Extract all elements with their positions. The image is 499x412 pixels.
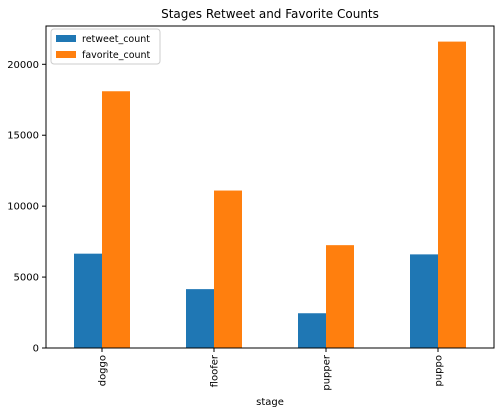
bar-retweet_count-puppo (410, 254, 438, 348)
y-tick-label: 0 (33, 344, 39, 355)
bar-retweet_count-doggo (74, 253, 102, 348)
y-tick-label: 20000 (7, 60, 39, 71)
x-axis-label: stage (256, 397, 284, 408)
chart-title: Stages Retweet and Favorite Counts (161, 7, 379, 21)
y-tick-label: 5000 (14, 273, 39, 284)
y-axis: 0 5000 10000 15000 20000 (7, 60, 46, 355)
bar-group (74, 41, 466, 349)
legend: retweet_count favorite_count (50, 28, 161, 65)
legend-box (50, 28, 161, 65)
bar-favorite_count-pupper (326, 245, 354, 348)
bar-favorite_count-puppo (438, 41, 466, 349)
bar-retweet_count-pupper (298, 313, 326, 348)
y-tick-label: 15000 (7, 131, 39, 142)
x-tick-label: floofer (210, 354, 221, 387)
x-tick-label: pupper (322, 354, 333, 391)
legend-label-favorite_count: favorite_count (82, 50, 151, 61)
x-tick-label: doggo (98, 355, 109, 386)
plot-frame (45, 25, 495, 349)
bar-favorite_count-doggo (102, 91, 130, 348)
legend-label-retweet_count: retweet_count (82, 34, 150, 45)
x-tick-label: puppo (434, 355, 445, 387)
y-tick-label: 10000 (7, 202, 39, 213)
legend-swatch-favorite_count (56, 51, 76, 58)
legend-swatch-retweet_count (56, 35, 76, 42)
x-axis: doggo floofer pupper puppo (98, 348, 445, 391)
bar-retweet_count-floofer (186, 289, 214, 348)
bar-favorite_count-floofer (214, 190, 242, 348)
